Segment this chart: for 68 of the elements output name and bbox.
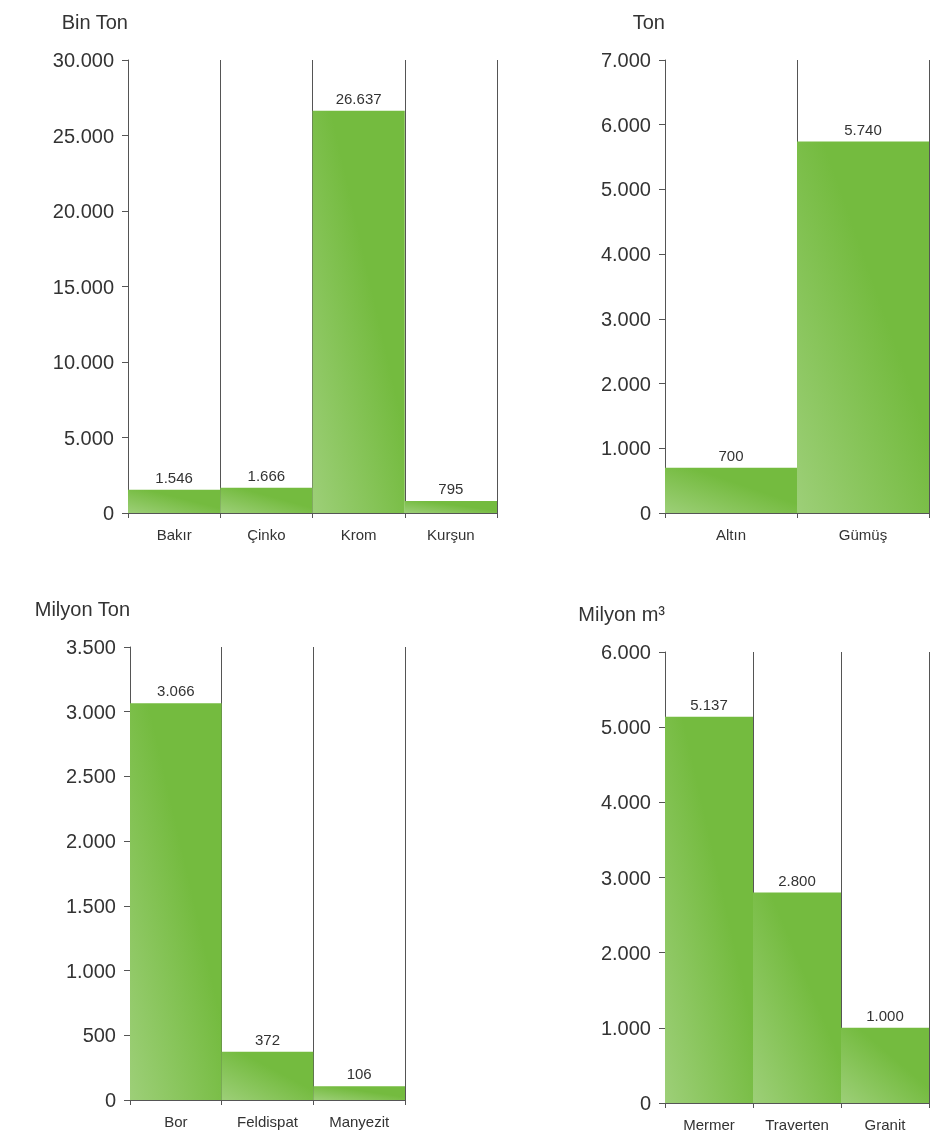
data-label: 372 (254, 1030, 281, 1048)
x-tick-label: Bor (164, 1113, 188, 1130)
bar (220, 487, 313, 513)
x-tick-label: Kurşun (427, 526, 475, 543)
bar (130, 703, 222, 1100)
bar (128, 489, 221, 513)
y-tick-label: 2.000 (600, 941, 651, 964)
y-tick-label: 3.000 (600, 307, 651, 330)
x-tick-label: Feldispat (237, 1113, 299, 1130)
data-label: 106 (346, 1065, 372, 1083)
x-tick-label: Çinko (247, 526, 286, 543)
y-axis-title: Ton (632, 11, 665, 33)
data-label: 1.000 (866, 1006, 904, 1024)
bar (313, 1086, 405, 1100)
y-tick-label: 2.500 (65, 765, 116, 788)
y-axis-title: Milyon m³ (578, 603, 666, 625)
y-tick-label: 3.000 (600, 866, 651, 889)
data-label: 2.800 (778, 871, 816, 889)
y-tick-label: 4.000 (600, 791, 651, 814)
y-tick-label: 3.500 (65, 636, 116, 658)
y-tick-label: 1.000 (65, 959, 116, 982)
y-tick-label: 4.000 (600, 243, 651, 266)
data-label: 26.637 (335, 89, 382, 107)
y-tick-label: 3.000 (65, 700, 116, 723)
y-axis-title: Bin Ton (61, 11, 128, 33)
y-tick-label: 25.000 (52, 124, 114, 147)
x-tick-label: Traverten (765, 1116, 829, 1133)
bar (312, 110, 405, 513)
y-tick-label: 15.000 (52, 275, 114, 298)
y-tick-label: 20.000 (52, 200, 114, 222)
x-tick-label: Gümüş (838, 526, 888, 543)
data-label: 1.546 (155, 468, 193, 486)
x-tick-label: Mermer (683, 1116, 735, 1133)
y-tick-label: 0 (102, 502, 114, 524)
y-tick-label: 2.000 (65, 830, 116, 853)
data-label: 795 (438, 480, 464, 497)
data-label: 3.066 (157, 682, 195, 700)
y-tick-label: 6.000 (600, 641, 651, 663)
y-tick-label: 30.000 (52, 49, 114, 71)
x-tick-label: Manyezit (329, 1113, 391, 1130)
bar (221, 1051, 314, 1100)
y-tick-label: 0 (639, 1092, 651, 1114)
x-tick-label: Krom (340, 526, 377, 543)
y-tick-label: 1.500 (65, 894, 116, 917)
x-tick-label: Granit (864, 1116, 907, 1133)
bar (665, 716, 753, 1103)
y-tick-label: 10.000 (52, 351, 114, 373)
x-tick-label: Altın (715, 526, 747, 543)
y-tick-label: 6.000 (600, 113, 651, 136)
y-tick-label: 7.000 (600, 49, 651, 71)
x-tick-label: Bakır (156, 526, 192, 543)
y-axis-title: Milyon Ton (34, 598, 130, 620)
bar (841, 1027, 929, 1103)
bar (404, 501, 497, 513)
data-label: 5.740 (844, 120, 882, 138)
y-tick-label: 5.000 (63, 426, 114, 449)
y-tick-label: 5.000 (600, 178, 651, 201)
y-tick-label: 1.000 (600, 437, 651, 460)
data-label: 5.137 (690, 695, 728, 713)
bar (753, 892, 841, 1103)
y-tick-label: 2.000 (600, 372, 651, 395)
y-tick-label: 0 (639, 502, 651, 524)
y-tick-label: 0 (104, 1089, 116, 1111)
y-tick-label: 5.000 (600, 716, 651, 739)
y-tick-label: 1.000 (600, 1016, 651, 1039)
data-label: 1.666 (247, 466, 286, 484)
y-tick-label: 500 (82, 1024, 116, 1047)
data-label: 700 (718, 446, 744, 464)
